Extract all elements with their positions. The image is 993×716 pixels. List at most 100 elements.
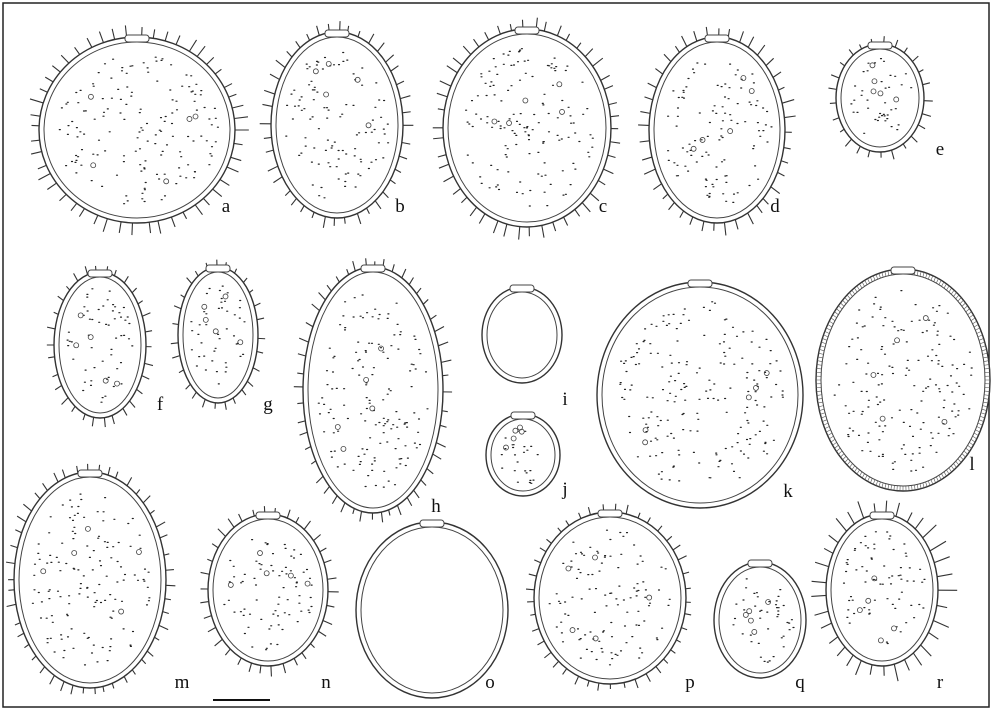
outer-wall	[485, 413, 561, 497]
panel-label: r	[937, 672, 944, 693]
vesicle	[894, 337, 900, 344]
archeopyle	[510, 411, 536, 420]
outer-wall	[835, 43, 925, 153]
specimen	[828, 36, 933, 160]
outer-wall	[270, 31, 404, 219]
vesicle	[856, 607, 863, 613]
archeopyle	[87, 269, 113, 278]
vesicle	[747, 617, 754, 624]
stipple	[31, 493, 151, 666]
vesicle	[727, 128, 734, 134]
vesicle	[592, 635, 599, 642]
vesicle	[114, 380, 120, 387]
specimen	[815, 266, 991, 492]
panel-label: i	[562, 389, 567, 410]
specimen	[485, 411, 561, 497]
specimen	[811, 500, 958, 682]
spines	[811, 500, 958, 682]
spines	[29, 25, 249, 236]
specimen	[432, 17, 621, 240]
stipple	[833, 290, 973, 472]
panel-label: q	[795, 672, 805, 693]
vesicle	[569, 627, 576, 633]
vesicle	[163, 178, 170, 185]
specimen	[355, 519, 509, 699]
archeopyle	[704, 34, 730, 43]
vesicle	[227, 582, 234, 588]
stipple	[732, 578, 795, 663]
specimen	[525, 503, 692, 691]
vesicle	[136, 549, 142, 555]
panel-label: l	[969, 454, 974, 475]
vesicle	[363, 376, 370, 383]
stipple	[317, 294, 429, 488]
vesicle	[73, 342, 80, 349]
vesicle	[745, 394, 752, 401]
panel-label: a	[222, 196, 231, 217]
specimen	[46, 265, 154, 428]
vesicle	[102, 377, 109, 384]
panel-label: f	[157, 394, 164, 415]
outer-wall	[815, 268, 991, 492]
outer-wall	[648, 36, 786, 224]
vesicle	[748, 88, 755, 94]
specimen	[259, 21, 414, 228]
specimen	[29, 25, 249, 236]
vesicle	[378, 345, 384, 352]
specimen	[5, 463, 176, 695]
vesicle	[565, 565, 572, 572]
vesicle	[354, 76, 361, 83]
vesicle	[503, 444, 509, 451]
vesicle	[77, 312, 84, 319]
vesicle	[323, 91, 330, 98]
archeopyle	[869, 511, 895, 520]
panel-label: o	[485, 672, 495, 693]
outer-wall	[533, 511, 687, 685]
vesicle	[325, 61, 332, 67]
outer-wall	[302, 266, 444, 514]
outer-wall	[207, 513, 329, 667]
archeopyle	[890, 266, 916, 275]
vesicle	[90, 162, 97, 169]
archeopyle	[597, 509, 623, 518]
panel-label: h	[431, 496, 441, 517]
vesicle	[334, 424, 341, 430]
vesicle	[512, 427, 519, 434]
archeopyle	[255, 511, 281, 520]
panel-label: c	[599, 196, 607, 217]
vesicle	[222, 293, 229, 300]
panel-label: p	[685, 672, 695, 693]
spines	[259, 21, 414, 228]
specimen	[596, 279, 804, 509]
vesicle	[742, 612, 749, 618]
vesicle	[877, 637, 884, 644]
vesicle	[287, 572, 294, 579]
specimen	[293, 258, 453, 523]
vesicle	[699, 137, 706, 143]
panel-label: n	[321, 672, 331, 693]
vesicle	[871, 78, 878, 85]
vesicle	[763, 370, 770, 376]
archeopyle	[867, 41, 893, 50]
vesicle	[556, 81, 563, 88]
vesicle	[365, 122, 372, 129]
stipple	[465, 48, 594, 207]
spines	[828, 36, 933, 160]
archeopyle	[124, 34, 150, 43]
vesicle	[642, 427, 649, 433]
spines	[200, 506, 339, 677]
archeopyle	[77, 469, 103, 478]
vesicle	[85, 525, 91, 532]
vesicle	[517, 424, 523, 431]
vesicle	[304, 580, 311, 587]
vesicle	[257, 550, 263, 556]
panel-label: g	[263, 394, 273, 415]
vesicle	[237, 339, 244, 346]
stipple	[66, 288, 134, 403]
stipple	[223, 539, 313, 651]
vesicle	[192, 113, 199, 120]
vesicle	[891, 625, 897, 632]
vesicle	[922, 315, 929, 321]
vesicle	[522, 97, 529, 104]
